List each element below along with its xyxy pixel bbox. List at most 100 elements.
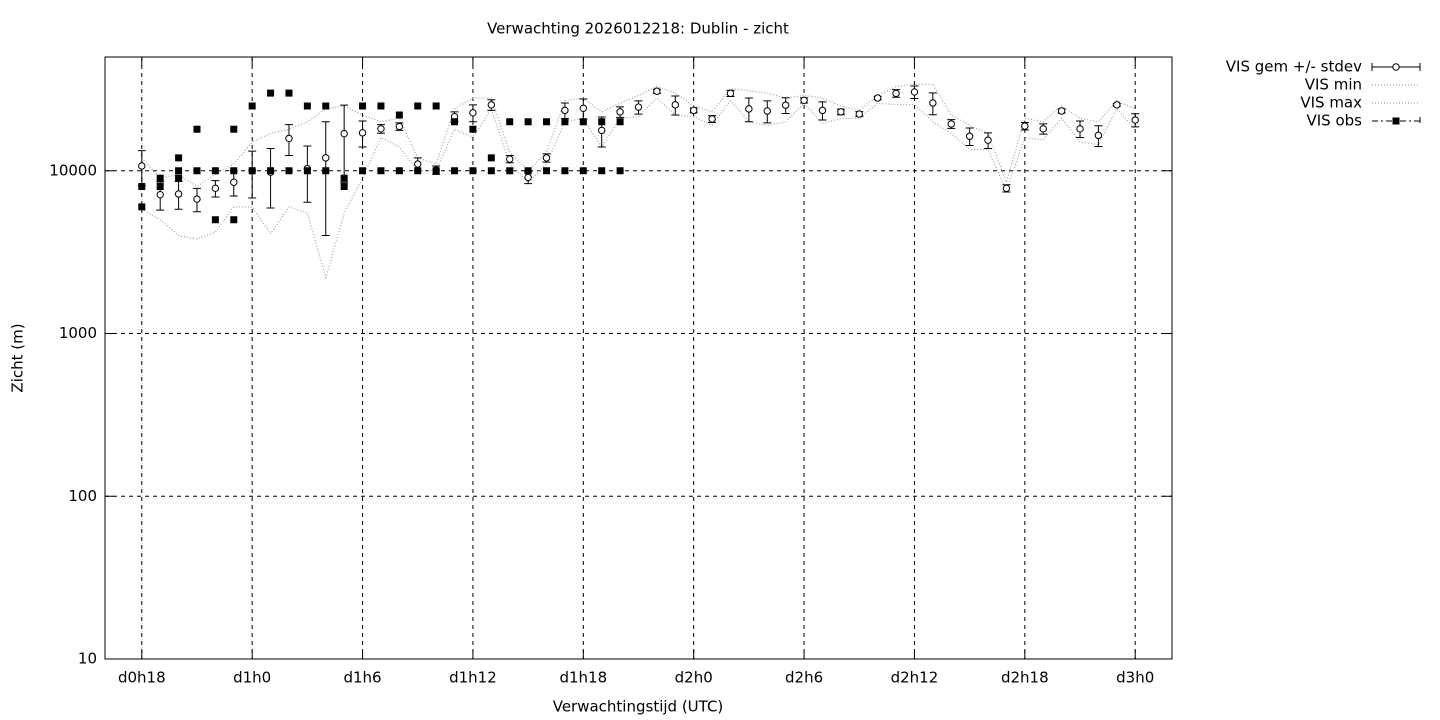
mean-point — [1039, 125, 1047, 133]
obs-point — [285, 89, 293, 97]
error-bar — [266, 148, 275, 209]
obs-point — [248, 167, 256, 175]
obs-point — [156, 183, 164, 191]
x-tick-label: d2h12 — [891, 669, 939, 687]
obs-point — [267, 89, 275, 97]
obs-point — [616, 118, 624, 126]
x-tick-label: d3h0 — [1116, 669, 1154, 687]
obs-point — [267, 167, 275, 175]
mean-point — [542, 154, 551, 162]
mean-point — [395, 122, 404, 131]
mean-point — [763, 107, 771, 115]
plot-frame — [104, 56, 1173, 660]
mean-point — [174, 190, 183, 198]
mean-point — [377, 125, 385, 133]
x-tick-label: d1h0 — [233, 669, 271, 687]
mean-point — [965, 132, 974, 140]
obs-point — [414, 167, 422, 175]
x-tick-label: d1h12 — [449, 669, 497, 687]
legend-label: VIS min — [1305, 76, 1362, 94]
obs-point — [359, 167, 367, 175]
obs-point — [175, 154, 183, 162]
obs-point — [432, 167, 440, 175]
y-tick-label: 10 — [78, 650, 97, 668]
mean-point — [487, 101, 496, 109]
obs-point — [303, 167, 311, 175]
y-axis-label: Zicht (m) — [9, 323, 27, 392]
chart-title: Verwachting 2026012218: Dublin - zicht — [487, 20, 789, 38]
mean-point — [340, 129, 348, 138]
obs-point — [543, 167, 551, 175]
mean-point — [689, 106, 698, 115]
mean-point — [1057, 107, 1066, 115]
y-tick-label: 10000 — [49, 161, 97, 179]
mean-point — [984, 136, 992, 144]
obs-point — [322, 102, 330, 110]
x-tick-label: d2h0 — [675, 669, 713, 687]
mean-point — [598, 126, 606, 135]
mean-point — [1076, 125, 1084, 133]
obs-point — [193, 125, 201, 133]
obs-point — [248, 102, 256, 110]
mean-point — [322, 154, 330, 162]
mean-point — [414, 160, 422, 168]
obs-point — [561, 118, 569, 126]
error-bar — [321, 121, 330, 237]
mean-point — [1131, 116, 1139, 124]
mean-point — [781, 101, 790, 109]
mean-point — [211, 184, 220, 193]
legend-label: VIS max — [1300, 94, 1362, 112]
x-tick-label: d2h18 — [1001, 669, 1049, 687]
obs-point — [469, 125, 477, 133]
mean-point — [579, 104, 588, 112]
mean-point — [1113, 101, 1121, 109]
obs-point — [579, 118, 587, 126]
obs-point — [359, 102, 367, 110]
obs-point — [303, 102, 311, 110]
mean-point — [285, 134, 293, 143]
x-axis-label: Verwachtingstijd (UTC) — [553, 698, 724, 716]
obs-point — [175, 167, 183, 175]
obs-point — [561, 167, 569, 175]
mean-point — [800, 96, 808, 104]
obs-point — [598, 167, 606, 175]
x-tick-label: d1h18 — [559, 669, 607, 687]
mean-point — [634, 103, 643, 111]
x-tick-label: d1h6 — [343, 669, 381, 687]
obs-point — [285, 167, 293, 175]
obs-point — [524, 167, 532, 175]
mean-point — [358, 129, 367, 137]
mean-point — [818, 106, 827, 115]
obs-point — [598, 118, 606, 126]
legend-sample — [1392, 117, 1400, 125]
mean-point — [506, 155, 514, 163]
mean-point — [1002, 184, 1011, 193]
obs-point — [487, 167, 495, 175]
obs-point — [340, 183, 348, 191]
x-tick-label: d2h6 — [785, 669, 823, 687]
obs-point — [322, 167, 330, 175]
obs-point — [395, 167, 403, 175]
error-bar — [248, 150, 257, 199]
obs-point — [230, 167, 238, 175]
obs-point — [543, 118, 551, 126]
mean-point — [947, 120, 955, 128]
obs-point — [193, 167, 201, 175]
mean-point — [892, 89, 900, 98]
obs-point — [138, 203, 146, 211]
obs-point — [579, 167, 587, 175]
y-tick-label: 100 — [68, 487, 97, 505]
mean-point — [910, 88, 919, 96]
mean-point — [156, 190, 164, 199]
obs-point — [395, 111, 403, 119]
obs-point — [432, 102, 440, 110]
legend-sample — [1392, 63, 1400, 71]
obs-point — [230, 125, 238, 133]
mean-point — [837, 108, 845, 116]
obs-point — [524, 118, 532, 126]
obs-point — [377, 102, 385, 110]
obs-point — [377, 167, 385, 175]
mean-point — [469, 109, 477, 117]
mean-point — [193, 195, 201, 203]
